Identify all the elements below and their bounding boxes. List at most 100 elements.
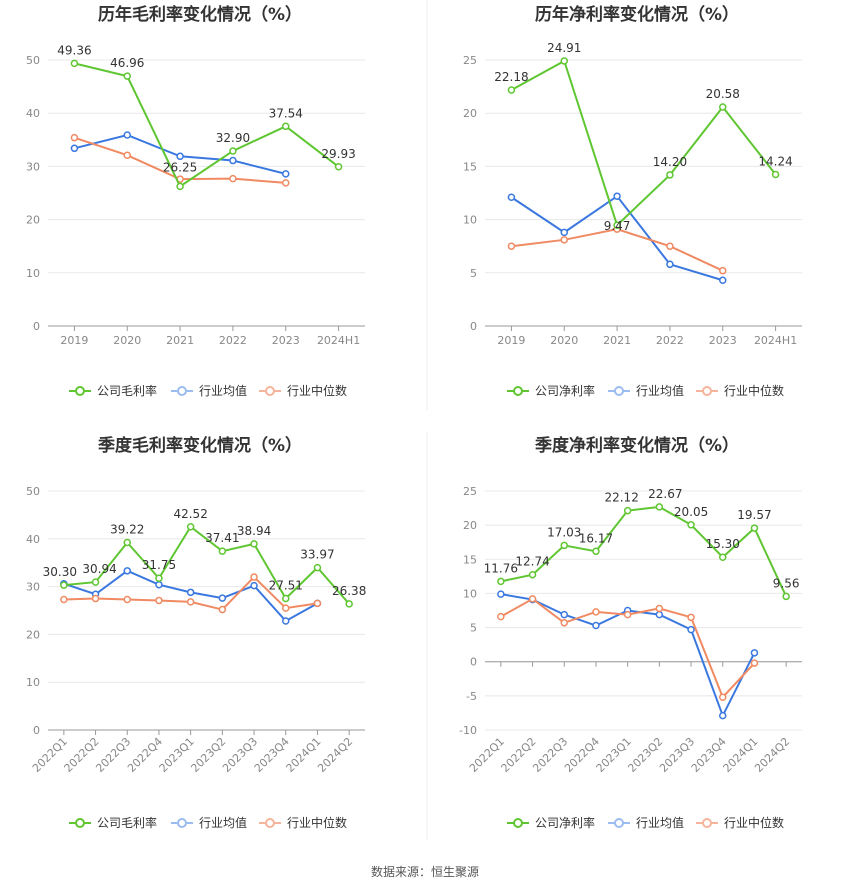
data-point-company[interactable] (687, 521, 695, 529)
data-point-company[interactable] (528, 570, 537, 579)
data-point-industry-avg[interactable] (750, 649, 759, 657)
data-point-industry-avg[interactable] (687, 625, 695, 634)
data-point-industry-median[interactable] (218, 605, 227, 614)
legend-item-company[interactable]: 公司毛利率 (69, 383, 157, 398)
data-point-industry-median[interactable] (186, 598, 195, 606)
data-point-company[interactable] (655, 503, 664, 511)
legend-item-industry-avg[interactable]: 行业均值 (171, 383, 247, 398)
legend-item-company[interactable]: 公司净利率 (507, 383, 595, 398)
data-point-industry-avg[interactable] (176, 152, 184, 161)
data-point-industry-avg[interactable] (655, 610, 664, 619)
data-point-industry-avg[interactable] (155, 580, 163, 589)
data-point-industry-avg[interactable] (218, 594, 227, 602)
x-tick-label: 2024Q2 (315, 735, 355, 775)
data-point-company[interactable] (123, 538, 131, 547)
data-point-company[interactable] (176, 182, 184, 191)
data-point-industry-median[interactable] (623, 610, 632, 619)
data-point-industry-median[interactable] (719, 266, 727, 275)
data-point-industry-median[interactable] (750, 659, 759, 667)
data-point-industry-median[interactable] (250, 573, 258, 581)
data-point-company[interactable] (250, 540, 258, 548)
data-point-industry-avg[interactable] (560, 228, 568, 237)
data-point-industry-median[interactable] (592, 608, 600, 616)
legend-item-industry-avg[interactable]: 行业均值 (608, 815, 684, 830)
data-point-industry-median[interactable] (282, 604, 290, 612)
data-point-company[interactable] (623, 506, 632, 515)
data-point-industry-avg[interactable] (123, 567, 131, 575)
data-label: 39.22 (110, 523, 144, 537)
legend-item-industry-median[interactable]: 行业中位数 (696, 383, 784, 398)
data-point-industry-median[interactable] (229, 174, 237, 183)
data-point-industry-median[interactable] (70, 133, 79, 142)
data-point-industry-median[interactable] (91, 594, 100, 603)
data-point-company[interactable] (666, 171, 674, 179)
legend-item-industry-avg[interactable]: 行业均值 (171, 815, 247, 830)
legend-item-company[interactable]: 公司毛利率 (69, 815, 157, 830)
data-point-industry-median[interactable] (60, 595, 68, 604)
data-point-industry-median[interactable] (666, 242, 674, 250)
legend-item-industry-median[interactable]: 行业中位数 (696, 815, 784, 830)
data-point-company[interactable] (782, 592, 790, 601)
data-point-company[interactable] (282, 594, 290, 603)
data-point-company[interactable] (345, 600, 353, 608)
data-point-industry-median[interactable] (507, 242, 516, 250)
legend-item-company[interactable]: 公司净利率 (507, 815, 595, 830)
data-point-company[interactable] (229, 147, 237, 155)
data-point-industry-avg[interactable] (497, 590, 505, 598)
data-point-company[interactable] (155, 574, 163, 582)
data-point-industry-avg[interactable] (560, 610, 568, 619)
data-point-company[interactable] (613, 221, 621, 229)
data-point-company[interactable] (123, 72, 131, 80)
data-point-industry-avg[interactable] (229, 156, 237, 165)
y-tick-label: 10 (463, 587, 477, 600)
data-point-company[interactable] (282, 122, 290, 131)
data-point-company[interactable] (592, 547, 600, 556)
data-point-industry-median[interactable] (123, 595, 131, 604)
y-tick-label: 0 (33, 724, 40, 737)
data-point-industry-avg[interactable] (592, 621, 600, 630)
data-point-industry-avg[interactable] (613, 192, 621, 200)
data-point-company[interactable] (313, 563, 322, 572)
data-point-industry-median[interactable] (719, 693, 727, 701)
data-point-industry-median[interactable] (123, 151, 131, 159)
data-point-company[interactable] (719, 553, 727, 561)
data-point-industry-avg[interactable] (282, 170, 290, 178)
data-point-company[interactable] (771, 170, 780, 179)
data-point-industry-median[interactable] (497, 612, 505, 621)
data-point-industry-avg[interactable] (282, 617, 290, 625)
data-point-company[interactable] (70, 59, 79, 68)
data-point-industry-median[interactable] (528, 595, 537, 603)
legend-item-industry-median[interactable]: 行业中位数 (259, 815, 347, 830)
data-point-company[interactable] (560, 541, 568, 550)
data-point-industry-avg[interactable] (719, 711, 727, 720)
data-point-company[interactable] (91, 578, 100, 586)
legend-item-industry-median[interactable]: 行业中位数 (259, 383, 347, 398)
data-point-industry-median[interactable] (155, 596, 163, 605)
data-point-industry-avg[interactable] (186, 588, 195, 597)
data-point-company[interactable] (497, 577, 505, 586)
data-point-company[interactable] (334, 163, 343, 171)
data-label: 19.57 (737, 508, 771, 522)
data-point-company[interactable] (719, 103, 727, 111)
data-point-company[interactable] (218, 547, 227, 555)
data-point-company[interactable] (186, 523, 195, 531)
data-point-industry-avg[interactable] (70, 144, 79, 153)
data-point-industry-avg[interactable] (719, 276, 727, 284)
data-point-company[interactable] (60, 581, 68, 589)
data-point-industry-avg[interactable] (250, 581, 258, 590)
data-point-industry-avg[interactable] (666, 260, 674, 269)
data-label: 20.05 (674, 505, 708, 519)
data-point-company[interactable] (507, 86, 516, 94)
data-point-industry-median[interactable] (687, 613, 695, 622)
data-point-industry-median[interactable] (655, 604, 664, 613)
data-point-company[interactable] (750, 524, 759, 532)
data-point-industry-avg[interactable] (507, 193, 516, 202)
data-point-company[interactable] (560, 57, 568, 65)
data-point-industry-avg[interactable] (123, 131, 131, 139)
data-point-industry-median[interactable] (560, 619, 568, 627)
legend-label-industry-avg: 行业均值 (199, 815, 247, 830)
data-point-industry-median[interactable] (282, 179, 290, 187)
data-point-industry-median[interactable] (313, 599, 322, 608)
legend-item-industry-avg[interactable]: 行业均值 (608, 383, 684, 398)
data-point-industry-median[interactable] (560, 236, 568, 244)
